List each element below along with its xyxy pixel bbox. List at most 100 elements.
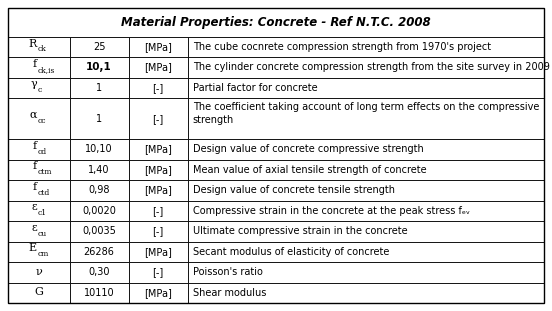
Text: 1: 1 [96, 83, 102, 93]
Text: 1: 1 [96, 114, 102, 124]
Text: [MPa]: [MPa] [144, 165, 172, 175]
Bar [70, 57, 129, 78]
Bar [188, 37, 544, 57]
Bar [188, 221, 544, 242]
Bar [188, 57, 544, 78]
Bar [129, 57, 188, 78]
Text: [MPa]: [MPa] [144, 63, 172, 72]
Text: f: f [33, 141, 37, 151]
Text: Compressive strain in the concrete at the peak stress fₑᵥ: Compressive strain in the concrete at th… [193, 206, 470, 216]
Text: Poisson's ratio: Poisson's ratio [193, 267, 262, 277]
Bar [8, 262, 70, 282]
Bar [70, 221, 129, 242]
Bar [8, 139, 70, 160]
Bar [129, 221, 188, 242]
Bar [70, 139, 129, 160]
Text: 10,1: 10,1 [86, 63, 112, 72]
Text: ε: ε [31, 223, 37, 233]
Text: [MPa]: [MPa] [144, 144, 172, 154]
Text: Mean value of axial tensile strength of concrete: Mean value of axial tensile strength of … [193, 165, 426, 175]
Text: The cylinder concrete compression strength from the site survey in 2009: The cylinder concrete compression streng… [193, 63, 549, 72]
Text: cm: cm [38, 250, 49, 258]
Bar [8, 221, 70, 242]
Bar [129, 242, 188, 262]
Bar [8, 201, 70, 221]
Bar [8, 8, 544, 37]
Text: Design value of concrete compressive strength: Design value of concrete compressive str… [193, 144, 423, 154]
Bar [8, 57, 70, 78]
Text: ν: ν [35, 267, 42, 277]
Text: Partial factor for concrete: Partial factor for concrete [193, 83, 317, 93]
Text: cu: cu [38, 230, 47, 238]
Bar [8, 37, 70, 57]
Bar [70, 262, 129, 282]
Text: 0,30: 0,30 [88, 267, 110, 277]
Text: ck: ck [38, 45, 46, 53]
Text: ε: ε [31, 202, 37, 212]
Text: ck,is: ck,is [38, 66, 55, 74]
Bar [129, 98, 188, 139]
Text: Material Properties: Concrete - Ref N.T.C. 2008: Material Properties: Concrete - Ref N.T.… [121, 16, 431, 29]
Bar [70, 160, 129, 180]
Text: Secant modulus of elasticity of concrete: Secant modulus of elasticity of concrete [193, 247, 389, 257]
Text: Ultimate compressive strain in the concrete: Ultimate compressive strain in the concr… [193, 226, 407, 236]
Text: c: c [38, 86, 42, 94]
Text: 0,0035: 0,0035 [82, 226, 116, 236]
Bar [8, 242, 70, 262]
Text: The coefficient taking account of long term effects on the compressive
strength: The coefficient taking account of long t… [193, 102, 539, 124]
Bar [70, 242, 129, 262]
Bar [188, 78, 544, 98]
Bar [70, 98, 129, 139]
Text: [MPa]: [MPa] [144, 247, 172, 257]
Text: α: α [29, 110, 37, 120]
Bar [70, 78, 129, 98]
Text: Design value of concrete tensile strength: Design value of concrete tensile strengt… [193, 185, 395, 195]
Text: [-]: [-] [152, 206, 164, 216]
Bar [8, 180, 70, 201]
Text: Shear modulus: Shear modulus [193, 288, 266, 298]
Text: cc: cc [38, 117, 46, 125]
Text: 0,98: 0,98 [88, 185, 110, 195]
Bar [188, 262, 544, 282]
Text: R: R [29, 39, 37, 49]
Bar [129, 180, 188, 201]
Bar [70, 201, 129, 221]
Bar [129, 262, 188, 282]
Text: 0,0020: 0,0020 [82, 206, 116, 216]
Text: 10110: 10110 [84, 288, 114, 298]
Bar [188, 282, 544, 303]
Bar [129, 139, 188, 160]
Bar [188, 160, 544, 180]
Text: [-]: [-] [152, 83, 164, 93]
Bar [188, 201, 544, 221]
Text: ctm: ctm [38, 168, 52, 176]
Bar [188, 139, 544, 160]
Bar [70, 282, 129, 303]
Text: f: f [33, 161, 37, 171]
Text: 25: 25 [93, 42, 105, 52]
Bar [188, 180, 544, 201]
Bar [8, 160, 70, 180]
Bar [8, 78, 70, 98]
Text: The cube cocnrete compression strength from 1970's project: The cube cocnrete compression strength f… [193, 42, 491, 52]
Bar [129, 78, 188, 98]
Text: ctd: ctd [38, 189, 50, 197]
Text: 26286: 26286 [84, 247, 115, 257]
Bar [70, 180, 129, 201]
Text: [-]: [-] [152, 226, 164, 236]
Text: γ: γ [30, 80, 37, 90]
Text: 10,10: 10,10 [86, 144, 113, 154]
Bar [188, 242, 544, 262]
Bar [8, 282, 70, 303]
Text: f: f [33, 59, 37, 69]
Text: c1: c1 [38, 209, 47, 217]
Text: [MPa]: [MPa] [144, 288, 172, 298]
Bar [129, 37, 188, 57]
Bar [129, 201, 188, 221]
Text: G: G [34, 287, 43, 297]
Bar [8, 98, 70, 139]
Text: [-]: [-] [152, 267, 164, 277]
Text: 1,40: 1,40 [88, 165, 110, 175]
Text: f: f [33, 182, 37, 192]
Text: cd: cd [38, 148, 47, 156]
